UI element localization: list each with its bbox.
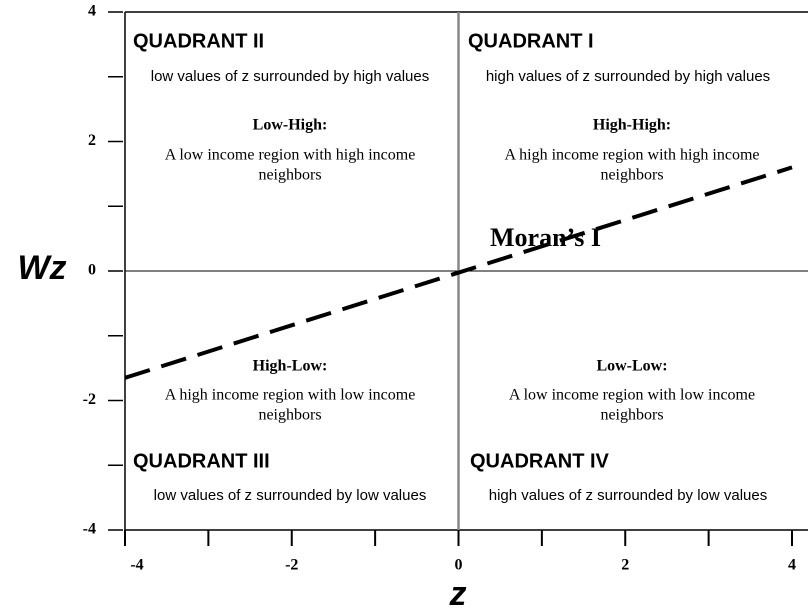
quadrant-description: high values of z surrounded by low value… <box>489 487 768 504</box>
quadrant-text: A high income region with low income <box>165 387 416 404</box>
quadrant-label: High-Low: <box>253 358 328 375</box>
y-tick-label: -2 <box>83 391 96 408</box>
quadrant-text: A high income region with high income <box>504 147 759 164</box>
quadrant-label: Low-Low: <box>596 358 667 375</box>
quadrant-text: neighbors <box>258 407 321 424</box>
x-tick-label: -4 <box>130 557 143 574</box>
y-tick-label: 0 <box>88 262 96 279</box>
y-tick-label: 4 <box>88 3 96 20</box>
quadrant-description: low values of z surrounded by low values <box>154 487 427 504</box>
x-tick-label: -2 <box>285 557 298 574</box>
quadrant-label: Low-High: <box>253 117 328 134</box>
x-tick-label: 0 <box>455 557 463 574</box>
x-tick-label: 2 <box>621 557 629 574</box>
quadrant-heading: QUADRANT II <box>133 30 264 52</box>
x-tick-label: 4 <box>788 557 796 574</box>
quadrant-heading: QUADRANT III <box>133 450 270 472</box>
y-tick-label: 2 <box>88 132 96 149</box>
quadrant-text: neighbors <box>258 167 321 184</box>
y-tick-label: -4 <box>83 521 96 538</box>
series-label: Moran’s I <box>490 223 601 252</box>
moran-line <box>124 165 793 380</box>
quadrant-description: high values of z surrounded by high valu… <box>486 68 770 85</box>
quadrant-text: A low income region with high income <box>165 147 416 164</box>
quadrant-heading: QUADRANT I <box>468 30 594 52</box>
quadrant-heading: QUADRANT IV <box>470 450 610 472</box>
quadrant-text: neighbors <box>600 167 663 184</box>
quadrant-text: neighbors <box>600 407 663 424</box>
quadrant-text: A low income region with low income <box>509 387 755 404</box>
y-axis-label: Wz <box>17 249 66 287</box>
quadrant-label: High-High: <box>593 117 671 134</box>
x-axis-label: z <box>449 575 467 610</box>
quadrant-description: low values of z surrounded by high value… <box>151 68 430 85</box>
